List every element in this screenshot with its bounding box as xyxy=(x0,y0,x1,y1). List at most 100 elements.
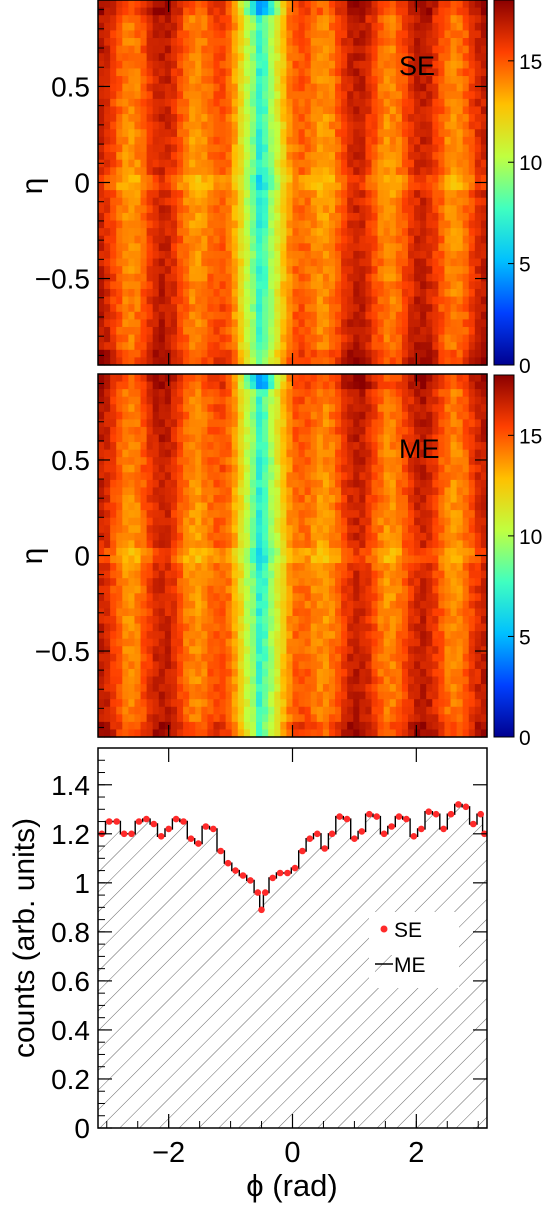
heatmap-cell xyxy=(274,258,281,267)
heatmap-cell xyxy=(195,258,202,267)
heatmap-cell xyxy=(140,547,148,557)
heatmap-cell xyxy=(110,220,117,229)
heatmap-cell xyxy=(298,121,306,130)
heatmap-cell xyxy=(310,136,318,146)
heatmap-cell xyxy=(322,684,330,693)
heatmap-cell xyxy=(310,532,318,541)
heatmap-cell xyxy=(256,419,263,428)
heatmap-cell xyxy=(116,334,123,343)
heatmap-cell xyxy=(231,608,239,617)
heatmap-cell xyxy=(237,525,245,534)
heatmap-cell xyxy=(225,449,233,458)
heatmap-cell xyxy=(104,593,111,602)
heatmap-cell xyxy=(322,653,330,662)
heatmap-cell xyxy=(207,288,215,298)
heatmap-cell xyxy=(444,98,452,108)
heatmap-cell xyxy=(98,389,105,398)
heatmap-cell xyxy=(286,342,294,351)
heatmap-cell xyxy=(183,631,190,640)
heatmap-cell xyxy=(164,22,172,32)
heatmap-cell xyxy=(407,212,415,222)
heatmap-cell xyxy=(195,555,202,564)
heatmap-cell xyxy=(347,319,354,328)
heatmap-cell xyxy=(292,68,300,77)
heatmap-cell xyxy=(140,250,148,260)
heatmap-cell xyxy=(286,540,294,549)
heatmap-cell xyxy=(371,174,379,184)
heatmap-cell xyxy=(231,121,239,130)
heatmap-cell xyxy=(286,38,294,47)
heatmap-cell xyxy=(231,38,239,47)
heatmap-cell xyxy=(274,442,281,451)
heatmap-cell xyxy=(231,472,239,481)
heatmap-cell xyxy=(170,464,178,473)
heatmap-cell xyxy=(450,91,458,100)
heatmap-cell xyxy=(256,83,263,92)
heatmap-cell xyxy=(420,30,427,39)
heatmap-cell xyxy=(359,288,367,298)
heatmap-cell xyxy=(158,212,166,222)
heatmap-cell xyxy=(177,525,184,534)
heatmap-cell xyxy=(462,342,470,351)
heatmap-cell xyxy=(122,228,129,237)
heatmap-cell xyxy=(280,91,288,100)
heatmap-cell xyxy=(189,434,196,443)
heatmap-cell xyxy=(316,45,324,54)
heatmap-cell xyxy=(286,638,294,647)
heatmap-cell xyxy=(328,326,336,336)
heatmap-cell xyxy=(237,212,245,222)
heatmap-cell xyxy=(474,76,482,85)
heatmap-cell xyxy=(207,578,215,587)
heatmap-cell xyxy=(158,442,166,451)
heatmap-cell xyxy=(164,15,172,24)
heatmap-cell xyxy=(207,281,215,290)
heatmap-cell xyxy=(256,578,263,587)
heatmap-cell xyxy=(438,304,446,313)
heatmap-cell xyxy=(256,714,263,723)
heatmap-cell xyxy=(195,296,202,305)
heatmap-cell xyxy=(274,419,281,428)
heatmap-cell xyxy=(146,228,154,237)
heatmap-cell xyxy=(316,114,324,123)
heatmap-cell xyxy=(183,243,190,252)
heatmap-cell xyxy=(158,547,166,557)
heatmap-cell xyxy=(243,243,251,252)
heatmap-cell xyxy=(262,106,269,115)
heatmap-cell xyxy=(152,525,160,534)
heatmap-cell xyxy=(268,342,275,351)
heatmap-cell xyxy=(389,212,397,222)
heatmap-cell xyxy=(183,714,190,723)
heatmap-cell xyxy=(189,22,196,32)
heatmap-cell xyxy=(304,714,312,723)
heatmap-cell xyxy=(237,517,245,526)
heatmap-cell xyxy=(249,349,257,358)
heatmap-cell xyxy=(104,646,111,655)
heatmap-cell xyxy=(328,167,336,176)
heatmap-cell xyxy=(146,334,154,343)
heatmap-cell xyxy=(110,98,117,108)
heatmap-cell xyxy=(450,174,458,184)
heatmap-cell xyxy=(104,288,111,298)
heatmap-cell xyxy=(183,646,190,655)
heatmap-cell xyxy=(365,45,373,54)
heatmap-cell xyxy=(256,15,263,24)
heatmap-cell xyxy=(170,555,178,564)
heatmap-cell xyxy=(322,472,330,481)
heatmap-cell xyxy=(450,114,458,123)
heatmap-cell xyxy=(183,547,190,557)
heatmap-cell xyxy=(237,83,245,92)
heatmap-cell xyxy=(292,129,300,138)
heatmap-cell xyxy=(122,714,129,723)
heatmap-cell xyxy=(401,106,409,115)
heatmap-cell xyxy=(304,152,312,161)
heatmap-cell xyxy=(164,661,172,670)
heatmap-cell xyxy=(328,653,336,662)
heatmap-cell xyxy=(140,729,148,738)
heatmap-cell xyxy=(213,288,221,298)
heatmap-cell xyxy=(110,15,117,24)
heatmap-cell xyxy=(177,563,184,572)
heatmap-cell xyxy=(304,349,312,358)
heatmap-cell xyxy=(140,570,148,579)
heatmap-cell xyxy=(353,22,360,32)
heatmap-cell xyxy=(298,334,306,343)
